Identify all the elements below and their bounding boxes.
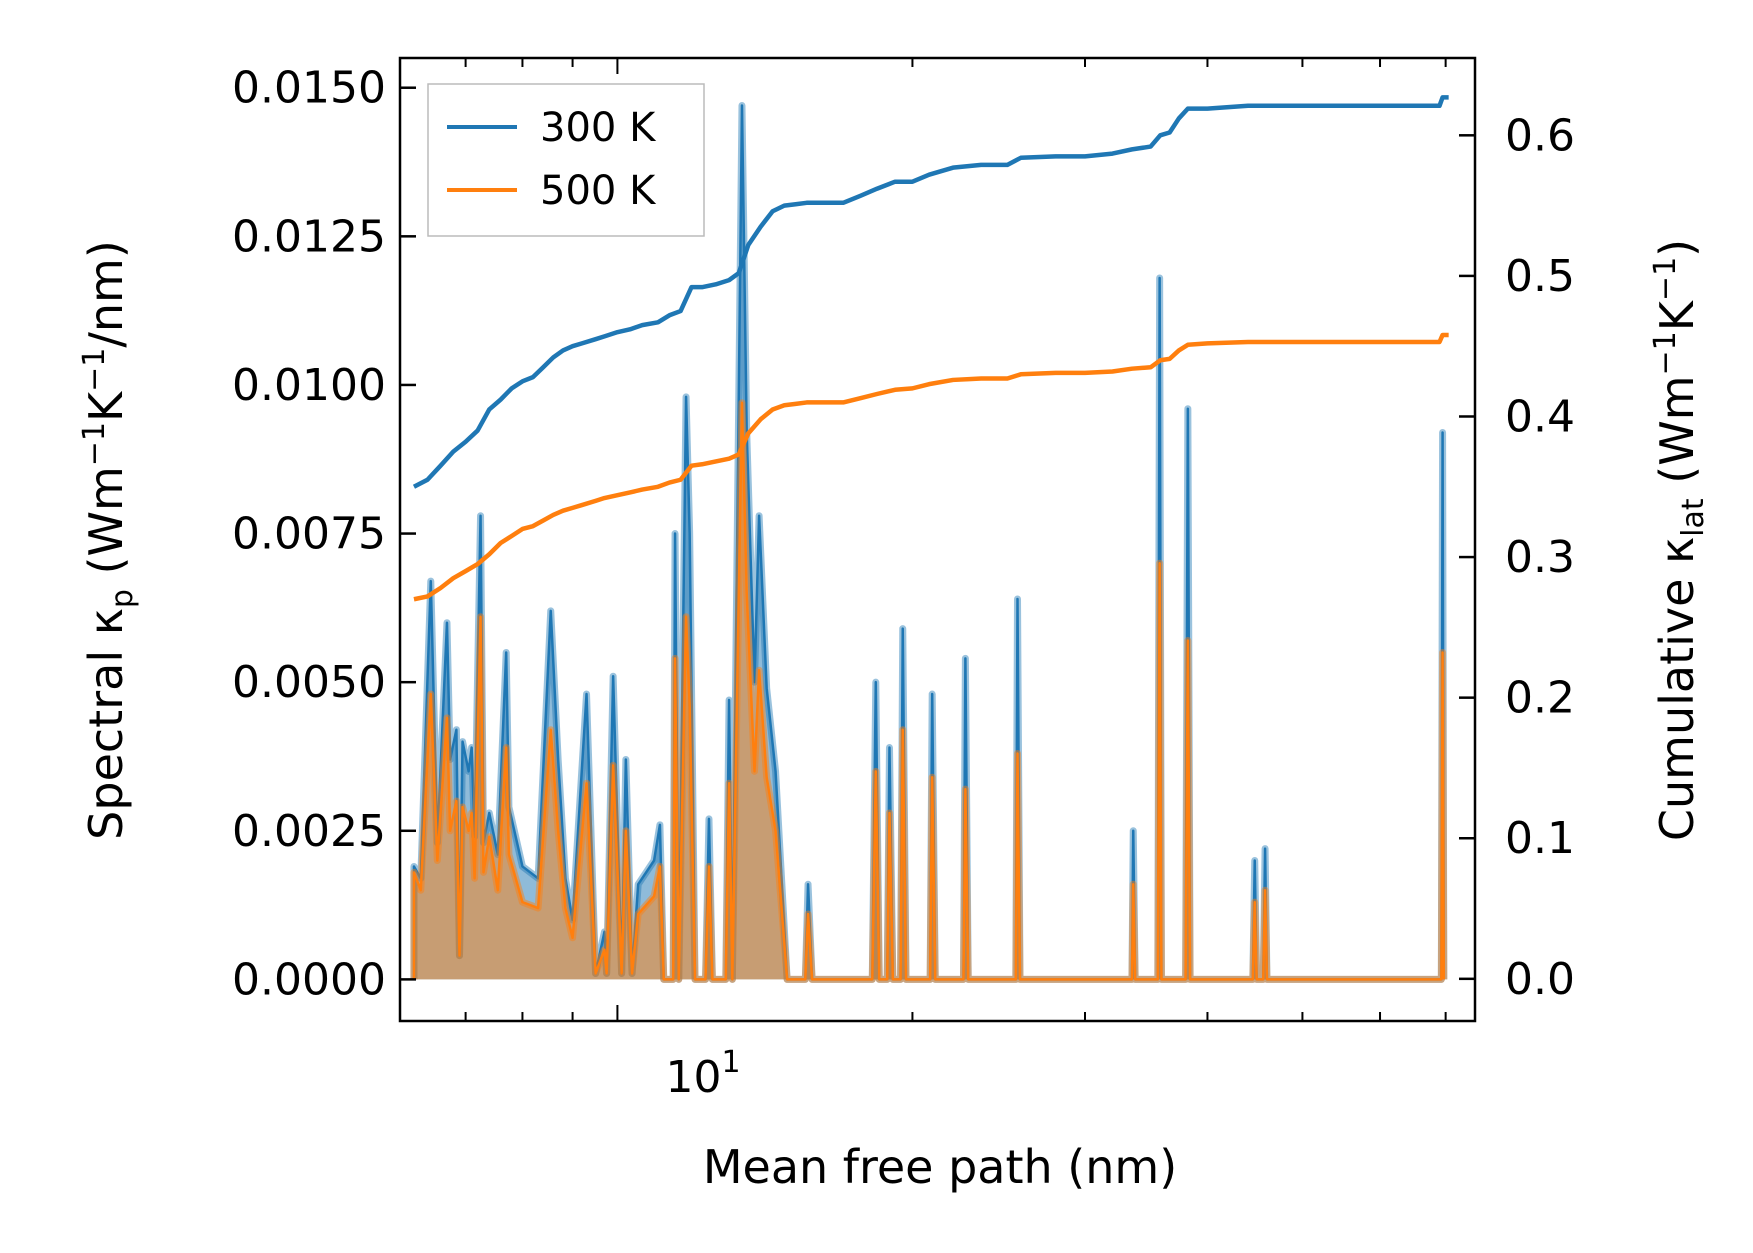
x-tick-label: 101 (665, 1045, 740, 1103)
y-left-tick-label: 0.0050 (232, 657, 386, 708)
y-right-tick-label: 0.3 (1505, 532, 1575, 583)
y-right-tick-label: 0.6 (1505, 110, 1575, 161)
spectral-area-500k (413, 402, 1444, 980)
legend: 300 K 500 K (427, 83, 705, 237)
right-axis-title: Cumulative κlat (Wm−1K−1) (1648, 239, 1711, 841)
cumulative-line-500k (413, 332, 1449, 602)
y-right-tick-label: 0.5 (1505, 251, 1575, 302)
plot-frame (398, 56, 1477, 1023)
spectral-line-300k (412, 104, 1446, 981)
left-axis-title: Spectral κp (Wm−1K−1/nm) (77, 240, 140, 840)
spectral-fill-layer (413, 105, 1444, 980)
x-axis-title: Mean free path (nm) (703, 1140, 1177, 1194)
y-left-tick-label: 0.0150 (232, 63, 386, 114)
legend-label-300k: 300 K (540, 105, 657, 151)
y-right-tick-label: 0.4 (1505, 391, 1575, 442)
y-left-tick-label: 0.0125 (232, 211, 386, 262)
y-right-tick-label: 0.2 (1505, 673, 1575, 724)
legend-box (427, 83, 705, 237)
x-tick-base: 10 (665, 1052, 721, 1103)
y-right-tick-label: 0.1 (1505, 813, 1575, 864)
legend-label-500k: 500 K (540, 168, 657, 214)
y-left-tick-label: 0.0075 (232, 509, 386, 560)
y-left-tick-label: 0.0000 (232, 954, 386, 1005)
y-left-tick-label: 0.0025 (232, 806, 386, 857)
y-right-tick-label: 0.0 (1505, 954, 1575, 1005)
cumulative-line-300k (412, 95, 1449, 489)
x-tick-exp: 1 (721, 1045, 740, 1080)
tick-layer: 0.0000 0.0025 0.0050 0.0075 0.0100 0.0125 0.01… (232, 58, 1575, 1021)
spectral-line-layer (410, 102, 1448, 983)
cumulative-line-layer (412, 95, 1449, 602)
spectral-line-500k (412, 401, 1446, 981)
y-left-tick-label: 0.0100 (232, 360, 386, 411)
